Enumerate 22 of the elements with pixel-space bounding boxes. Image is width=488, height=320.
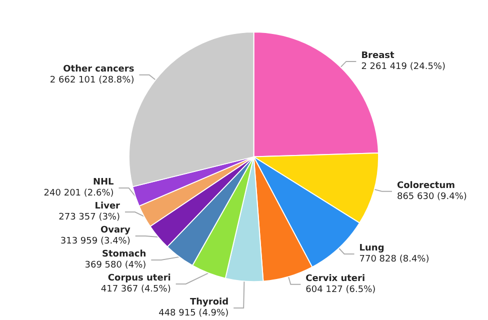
data-label: 604 127 (6.5%) [306, 284, 376, 295]
data-label: 369 580 (4%) [84, 260, 146, 270]
data-label: 273 357 (3%) [58, 212, 120, 222]
slice-label: Breast [361, 50, 396, 61]
data-label: 417 367 (4.5%) [100, 284, 171, 294]
data-label: 770 828 (8.4%) [359, 254, 430, 264]
slice-label: Lung [359, 243, 384, 254]
slice-label: Liver [94, 202, 121, 212]
slice-label: Other cancers [63, 64, 134, 74]
data-label: 2 662 101 (28.8%) [50, 75, 134, 86]
data-label: 448 915 (4.9%) [158, 308, 229, 318]
data-label: 240 201 (2.6%) [44, 188, 114, 198]
slice-label: Stomach [102, 250, 146, 260]
slice-label: Corpus uteri [108, 274, 171, 284]
slice-label: NHL [92, 178, 114, 188]
data-label: 865 630 (9.4%) [396, 192, 467, 202]
slice-label: Colorectum [396, 180, 455, 191]
data-label: 313 959 (3.4%) [60, 236, 130, 246]
slice-label: Cervix uteri [306, 274, 366, 284]
slice-label: Ovary [100, 226, 130, 236]
slice-label: Thyroid [190, 298, 229, 308]
data-label: 2 261 419 (24.5%) [361, 62, 446, 72]
